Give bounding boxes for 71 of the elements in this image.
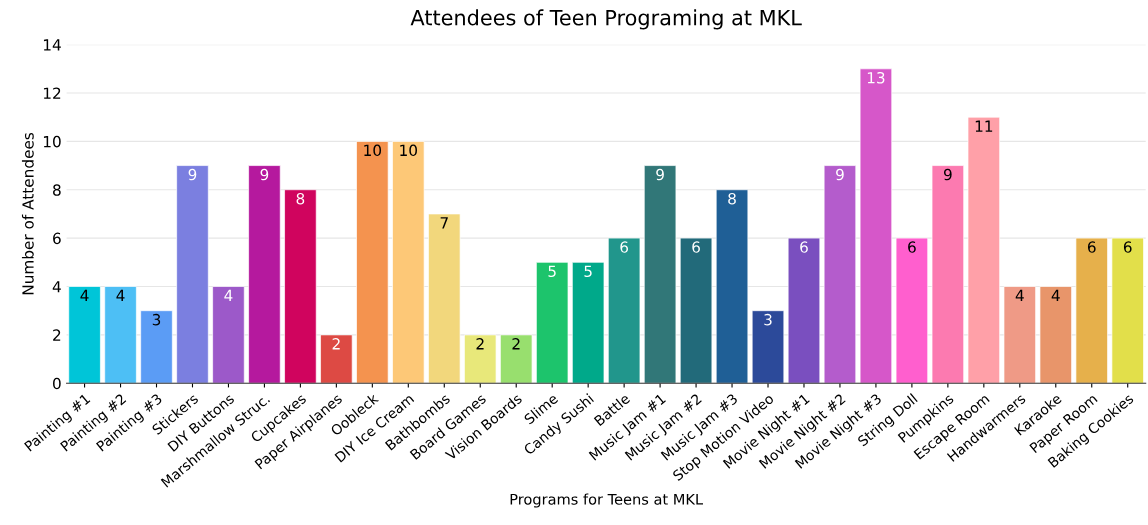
y-tick-label: 4 xyxy=(52,281,61,293)
bar xyxy=(895,237,929,384)
y-tick-label: 8 xyxy=(53,184,61,196)
bar xyxy=(607,237,641,384)
data-label: 9 xyxy=(188,168,197,181)
bar xyxy=(1039,286,1072,384)
data-label: 9 xyxy=(260,168,269,181)
bar xyxy=(176,165,209,384)
bar xyxy=(464,334,497,384)
data-label: 7 xyxy=(440,217,448,229)
data-label: 4 xyxy=(1015,289,1024,302)
data-label: 6 xyxy=(1123,241,1132,253)
data-label: 4 xyxy=(224,289,233,302)
y-axis-title: Number of Attendees xyxy=(21,132,34,295)
data-label: 10 xyxy=(400,144,418,157)
y-tick-label: 0 xyxy=(53,377,61,390)
bar xyxy=(1003,286,1036,384)
data-label: 3 xyxy=(764,313,772,326)
chart-title: Attendees of Teen Programing at MKL xyxy=(410,9,802,30)
bar xyxy=(1111,237,1144,384)
data-label: 8 xyxy=(296,192,305,205)
data-label: 4 xyxy=(116,289,125,302)
bar xyxy=(212,286,245,384)
bar xyxy=(392,141,425,384)
bar xyxy=(643,165,677,384)
bar xyxy=(248,165,281,384)
data-label: 9 xyxy=(836,168,844,181)
data-label: 4 xyxy=(80,289,89,302)
bar xyxy=(751,310,785,384)
bar xyxy=(823,165,857,384)
bar xyxy=(356,141,389,384)
bar xyxy=(931,165,965,384)
x-axis-title: Programs for Teens at MKL xyxy=(510,493,703,508)
y-tick-label: 2 xyxy=(53,329,61,341)
y-tick-label: 10 xyxy=(43,135,61,148)
y-tick-label: 14 xyxy=(43,39,61,51)
data-label: 2 xyxy=(512,338,520,350)
bar xyxy=(1075,237,1108,384)
data-label: 6 xyxy=(800,241,808,253)
data-label: 13 xyxy=(867,71,885,84)
bar xyxy=(284,189,317,384)
bar xyxy=(679,237,713,384)
bar xyxy=(428,213,461,384)
bar xyxy=(967,116,1001,384)
bar xyxy=(859,68,893,384)
bar xyxy=(104,286,137,384)
data-label: 6 xyxy=(620,241,629,253)
bar xyxy=(68,286,101,384)
data-label: 5 xyxy=(584,265,592,278)
bar xyxy=(787,237,821,384)
y-tick-label: 6 xyxy=(53,232,61,245)
data-label: 9 xyxy=(943,168,952,181)
data-label: 6 xyxy=(692,241,700,253)
data-label: 6 xyxy=(1087,241,1096,253)
bar xyxy=(320,334,353,384)
data-label: 2 xyxy=(476,338,484,350)
data-label: 10 xyxy=(364,144,382,157)
bar xyxy=(500,334,533,384)
data-label: 5 xyxy=(548,265,556,278)
y-tick-label: 12 xyxy=(43,87,61,99)
bar xyxy=(536,261,569,384)
data-label: 11 xyxy=(975,120,993,132)
data-label: 2 xyxy=(332,338,340,350)
data-label: 6 xyxy=(908,241,916,253)
bar xyxy=(140,310,173,384)
data-label: 8 xyxy=(728,192,736,205)
data-label: 4 xyxy=(1051,289,1060,302)
bar xyxy=(715,189,749,384)
bar xyxy=(571,261,605,384)
data-label: 3 xyxy=(152,313,161,326)
data-label: 9 xyxy=(656,168,664,181)
